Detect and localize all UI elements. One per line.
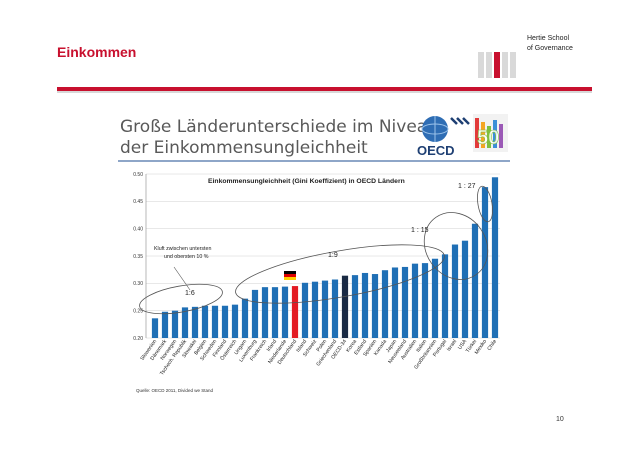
bar-israel [451,244,459,338]
bar-mexiko [481,187,489,338]
bar-dänemark [161,311,169,338]
bar-belgien [201,305,209,338]
oecd-50-text: 50 [477,127,499,149]
oecd-logo-text: OECD [417,143,455,157]
brand-name-line1: Hertie School [527,35,570,42]
bar-türkei [471,223,479,338]
bar-irland [271,287,279,338]
bar-finnland [221,305,229,338]
germany-flag-icon [284,271,296,280]
slide-title: Einkommen [57,44,137,60]
header-rule [57,87,592,91]
bar-kanada [381,270,389,338]
header-rule-shadow [57,91,592,93]
bar-portugal [441,254,449,338]
y-tick-label: 0.40 [133,226,143,232]
bar-neuseeland [401,266,409,338]
bar-polen [321,280,329,338]
y-tick-label: 0.50 [133,172,143,178]
bar-deutschland [291,286,299,338]
bar-ungarn [241,298,249,338]
oecd-logo-icon: OECD 50 [417,114,508,157]
bar-oecd-34 [341,275,349,338]
source-note: Quelle: OECD 2011, Divided we Stand [136,388,213,393]
bar-usa [461,240,469,338]
bar-norwegen [171,310,179,338]
bar-australien [411,263,419,338]
y-tick-label: 0.25 [133,308,143,314]
category-label: USA [457,338,468,351]
y-tick-label: 0.45 [133,199,143,205]
chart-slide-title-line2: der Einkommensungleichheit [120,138,368,158]
bar-niederlande [281,286,289,338]
y-tick-label: 0.30 [133,281,143,287]
annotation-ratio-1-15: 1 : 15 [411,227,429,234]
bar-slowenien [151,318,159,338]
bar-schweden [211,305,219,338]
y-tick-label: 0.20 [133,336,143,342]
chart-title: Einkommensungleichheit (Gini Koeffizient… [208,178,405,185]
page-number: 10 [556,416,564,423]
category-label: Chile [486,339,498,352]
brand-name-line2: of Governance [527,45,573,52]
bar-frankreich [261,287,269,338]
y-tick-label: 0.35 [133,254,143,260]
note-leader-line [173,266,191,291]
bar-schweiz [311,281,319,338]
chart-title-rule [118,160,510,162]
bar-griechenland [331,279,339,338]
bar-österreich [231,304,239,338]
bars [151,177,499,338]
bar-japan [391,267,399,338]
bar-chile [491,177,499,338]
annotation-note-line1: Kluft zwischen untersten [154,246,211,252]
bar-großbritannien [431,258,439,338]
annotation-ratio-1-27: 1 : 27 [458,183,476,190]
gini-bar-chart: 0.20 0.25 0.30 0.35 0.40 0.45 0.50 Einkommensu… [118,166,510,401]
y-tick-labels: 0.20 0.25 0.30 0.35 0.40 0.45 0.50 [133,172,143,342]
annotation-ratio-1-9: 1:9 [328,252,338,259]
hertie-logo-icon [478,52,516,78]
bar-italien [421,263,429,338]
bar-korea [351,275,359,338]
annotation-ellipses [139,185,493,315]
bar-slowakei [191,306,199,338]
bar-luxemburg [251,289,259,338]
chart-slide-title-line1: Große Länderunterschiede im Niveau [120,117,438,137]
bar-tschech-republik [181,307,189,338]
bar-estland [361,272,369,338]
bar-spanien [371,274,379,338]
bar-island [301,282,309,338]
annotation-note-line2: und obersten 10 % [164,254,209,260]
annotation-ratio-1-6: 1:6 [185,290,195,297]
